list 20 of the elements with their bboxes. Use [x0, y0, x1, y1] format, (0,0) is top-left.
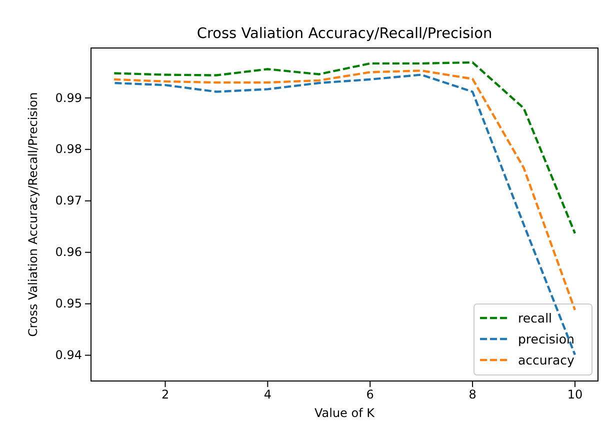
line-series: [112, 61, 576, 234]
line-series: [112, 70, 576, 312]
y-tick-label: 0.98: [55, 142, 82, 156]
x-tick-label: 8: [468, 388, 476, 402]
x-tick-label: 10: [567, 388, 583, 402]
x-tick-label: 4: [264, 388, 272, 402]
x-tick-label: 2: [161, 388, 170, 402]
y-tick-label: 0.95: [55, 296, 82, 311]
legend-label: accuracy: [518, 352, 575, 368]
y-tick-label: 0.99: [55, 90, 82, 105]
legend-label: precision: [518, 332, 574, 346]
legend-label: recall: [518, 310, 552, 326]
line-series: [112, 74, 576, 356]
y-tick-label: 0.96: [55, 245, 82, 260]
chart-title: Cross Valiation Accuracy/Recall/Precision: [196, 26, 492, 42]
y-tick-label: 0.94: [55, 348, 82, 362]
x-axis-title: Value of K: [314, 406, 376, 420]
y-tick-label: 0.97: [55, 194, 82, 208]
x-tick-label: 6: [366, 388, 374, 402]
y-axis-title: Cross Valiation Accuracy/Recall/Precision: [26, 92, 40, 337]
